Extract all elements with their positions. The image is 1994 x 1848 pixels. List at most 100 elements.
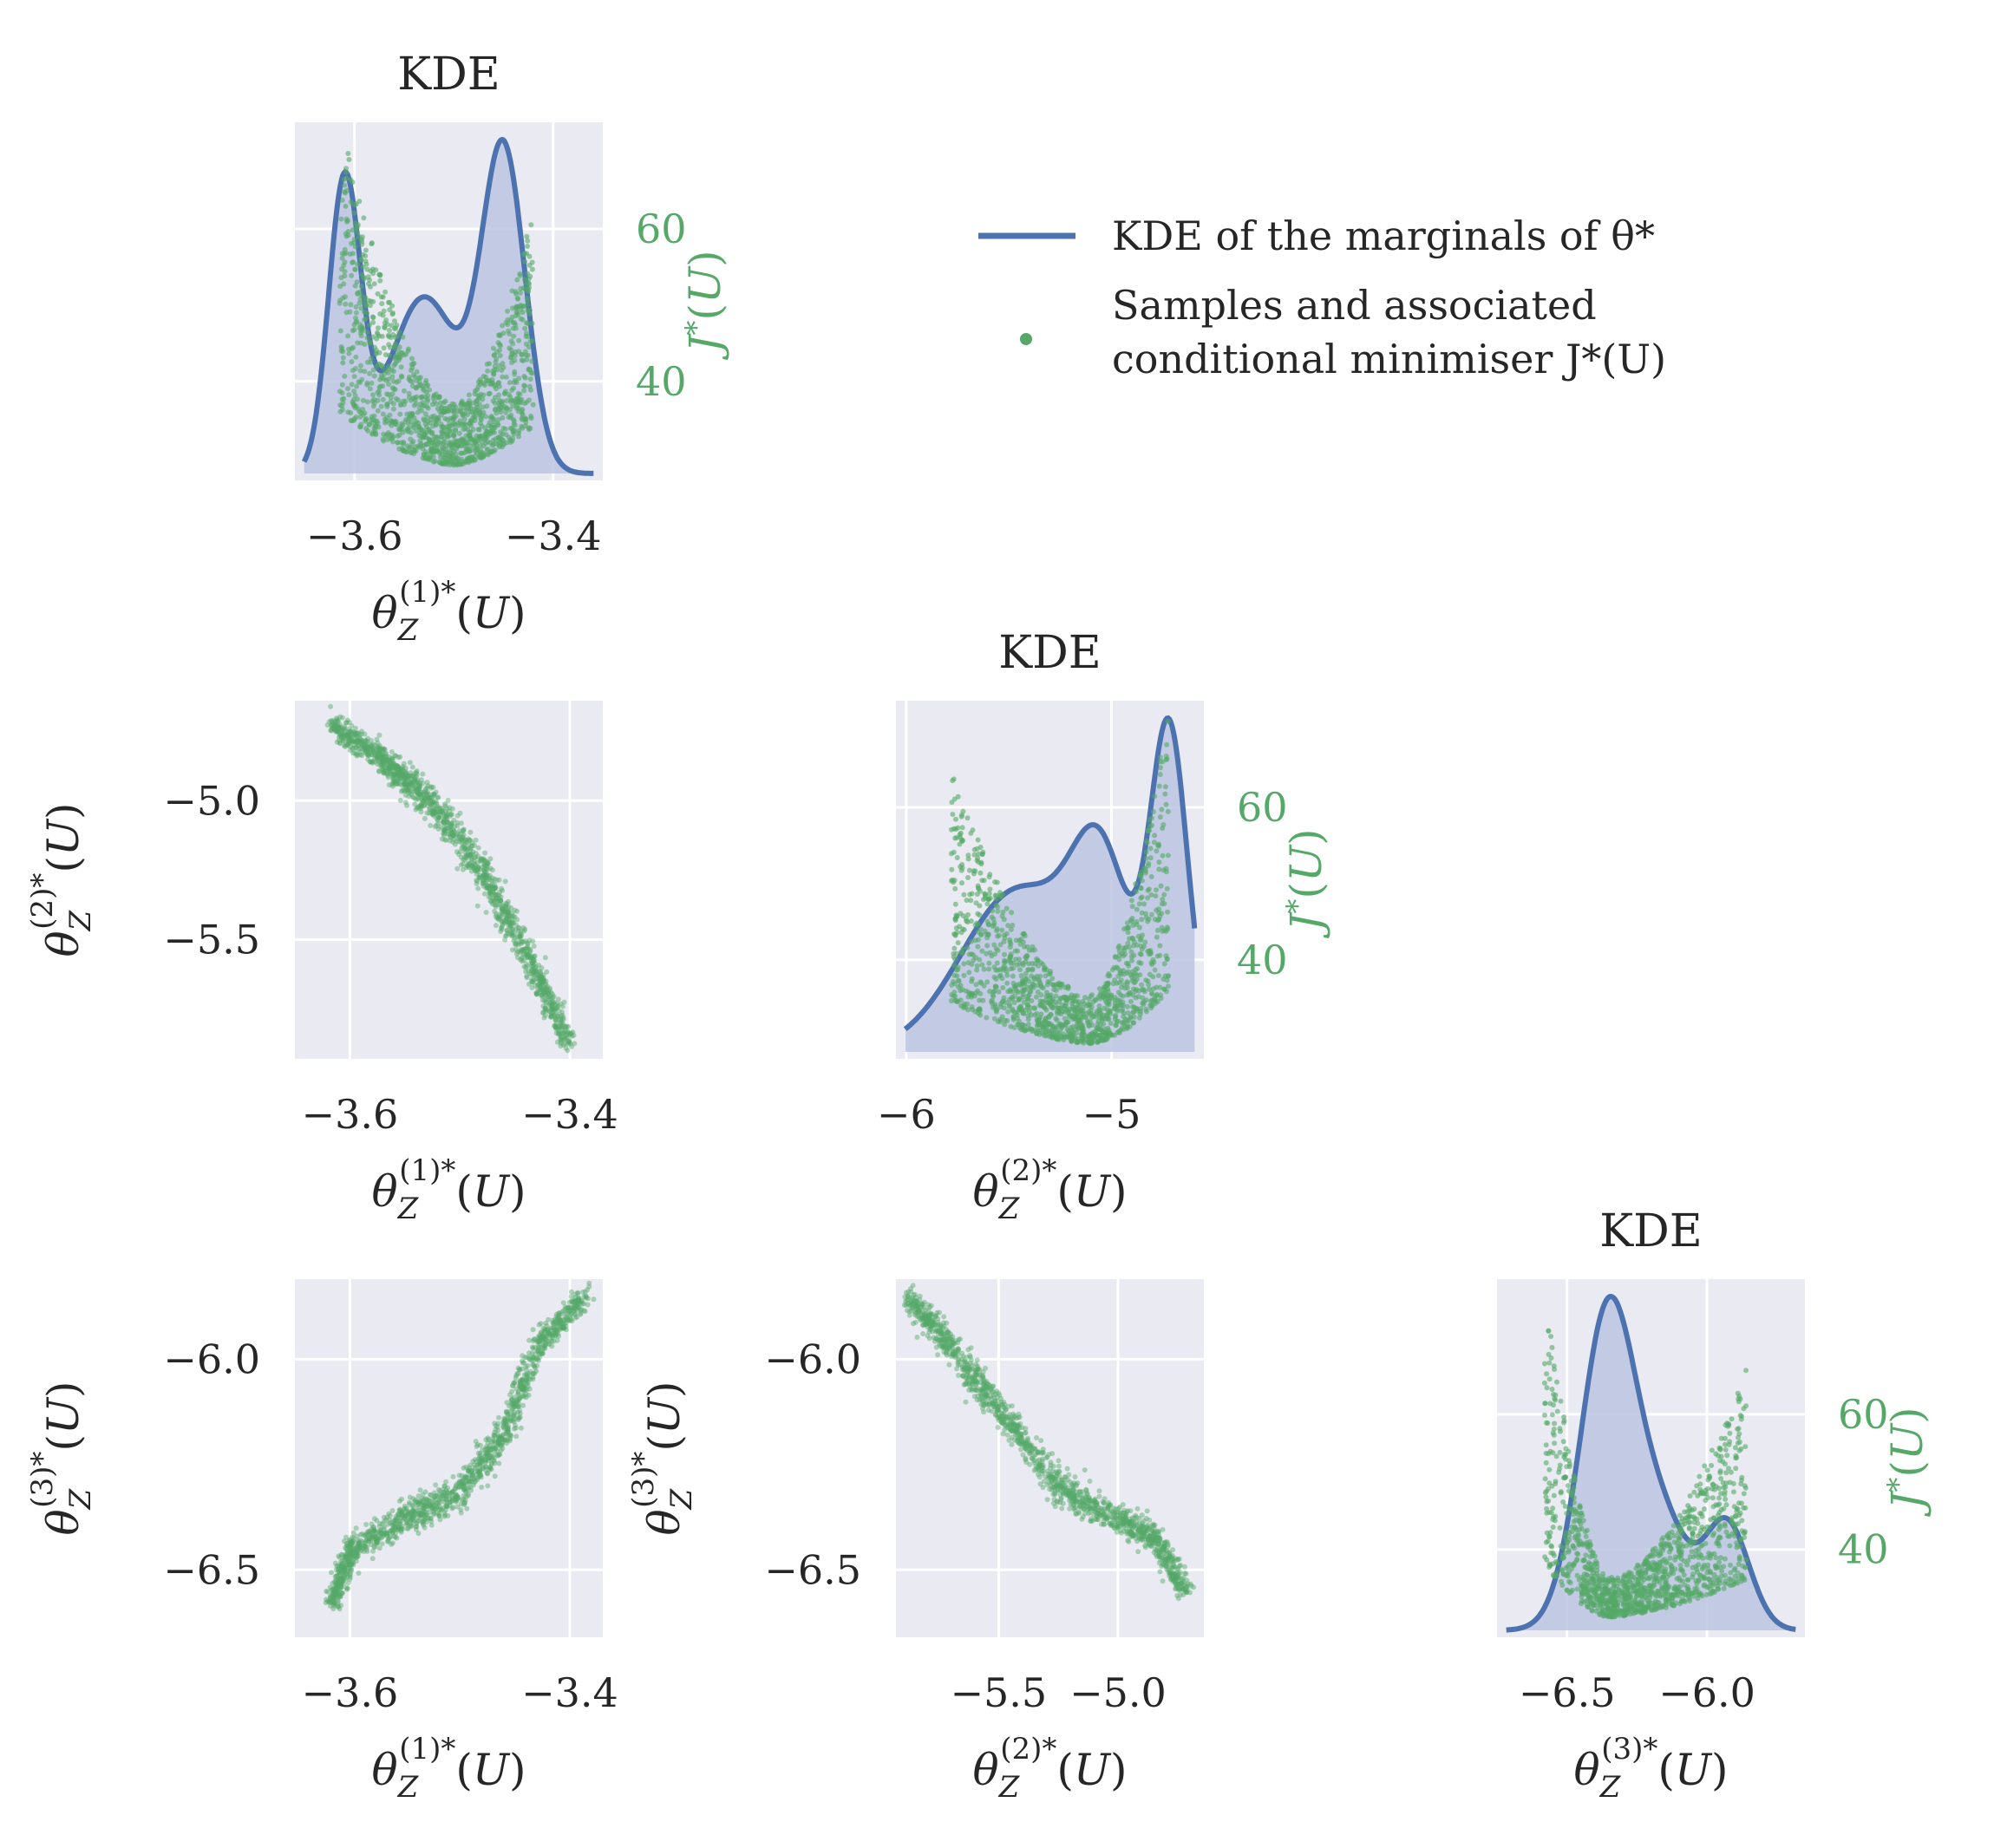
scatter-point	[364, 380, 370, 386]
scatter-point	[1152, 917, 1158, 923]
scatter-point	[957, 841, 963, 847]
scatter-point	[1000, 967, 1006, 973]
scatter-point	[1159, 806, 1165, 813]
scatter-point	[528, 222, 534, 228]
scatter-point	[346, 350, 352, 356]
scatter-point	[402, 419, 409, 425]
scatter-point	[999, 927, 1005, 933]
scatter-point	[376, 732, 382, 738]
scatter-point	[395, 440, 401, 446]
scatter-point	[999, 976, 1005, 982]
scatter-point	[1024, 953, 1030, 959]
scatter-point	[445, 1513, 451, 1518]
scatter-point	[369, 380, 375, 386]
scatter-point	[591, 1296, 597, 1303]
scatter-point	[493, 441, 499, 447]
scatter-point	[1146, 860, 1152, 866]
scatter-point	[1017, 967, 1023, 973]
scatter-point	[1114, 1022, 1119, 1028]
scatter-point	[389, 435, 395, 441]
scatter-point	[525, 334, 531, 340]
y-tick-label: −6.0	[163, 1335, 260, 1382]
scatter-point	[474, 903, 481, 909]
scatter-point	[497, 353, 503, 358]
scatter-point	[1166, 983, 1171, 989]
scatter-point	[1138, 951, 1144, 957]
scatter-point	[1128, 949, 1134, 955]
scatter-point	[955, 998, 961, 1004]
scatter-point	[972, 937, 978, 944]
scatter-point	[449, 459, 455, 465]
scatter-point	[984, 943, 990, 949]
scatter-point	[504, 406, 510, 411]
scatter-point	[1128, 998, 1134, 1004]
scatter-point	[1046, 1022, 1052, 1028]
scatter-point	[392, 778, 398, 784]
scatter-point	[493, 923, 499, 929]
scatter-point	[343, 203, 349, 209]
scatter-point	[1011, 983, 1017, 989]
scatter-point	[1035, 989, 1041, 995]
scatter-point	[384, 415, 390, 421]
scatter-point	[458, 862, 464, 868]
scatter-point	[1163, 865, 1169, 872]
scatter-point	[961, 891, 967, 898]
scatter-point	[479, 1485, 485, 1490]
scatter-point	[459, 422, 465, 428]
scatter-point	[985, 922, 991, 928]
scatter-point	[396, 330, 402, 336]
scatter-point	[474, 450, 480, 456]
scatter-point	[337, 328, 343, 334]
scatter-point	[1147, 855, 1154, 861]
scatter-point	[438, 451, 444, 457]
scatter-point	[994, 928, 1000, 934]
scatter-point	[1162, 791, 1168, 797]
scatter-point	[420, 386, 426, 392]
scatter-point	[1134, 889, 1140, 895]
scatter-point	[987, 872, 993, 878]
scatter-point	[362, 369, 368, 375]
scatter-point	[337, 300, 343, 306]
scatter-point	[964, 918, 970, 924]
scatter-point	[990, 908, 996, 914]
scatter-point	[496, 1414, 501, 1420]
scatter-point	[348, 199, 354, 205]
scatter-point	[529, 358, 535, 364]
scatter-point	[342, 246, 348, 252]
scatter-point	[371, 281, 377, 287]
scatter-point	[376, 392, 382, 398]
scatter-point	[481, 443, 487, 449]
scatter-point	[383, 368, 389, 374]
scatter-point	[1154, 993, 1160, 999]
scatter-point	[397, 754, 403, 760]
scatter-point	[971, 846, 977, 852]
scatter-point	[1164, 957, 1170, 963]
scatter-point	[1062, 1009, 1068, 1015]
scatter-point	[362, 741, 368, 747]
scatter-point	[355, 224, 360, 230]
scatter-point	[524, 973, 530, 979]
scatter-point	[1043, 1028, 1049, 1035]
scatter-point	[978, 932, 984, 937]
scatter-point	[987, 886, 993, 892]
scatter-point	[511, 333, 517, 339]
scatter-point	[352, 244, 358, 250]
scatter-point	[356, 233, 363, 239]
scatter-point	[415, 443, 422, 449]
scatter-point	[1152, 967, 1158, 973]
scatter-point	[466, 852, 472, 858]
scatter-point	[380, 312, 386, 318]
scatter-point	[543, 978, 549, 984]
scatter-points	[337, 151, 536, 468]
scatter-point	[337, 408, 343, 415]
scatter-point	[1154, 934, 1160, 940]
scatter-point	[367, 759, 373, 765]
scatter-point	[511, 380, 517, 385]
scatter-point	[376, 271, 382, 278]
scatter-point	[1063, 1034, 1069, 1040]
scatter-point	[390, 406, 396, 412]
scatter-point	[973, 900, 979, 906]
scatter-point	[482, 414, 488, 420]
scatter-point	[1127, 936, 1133, 942]
scatter-point	[339, 197, 345, 203]
